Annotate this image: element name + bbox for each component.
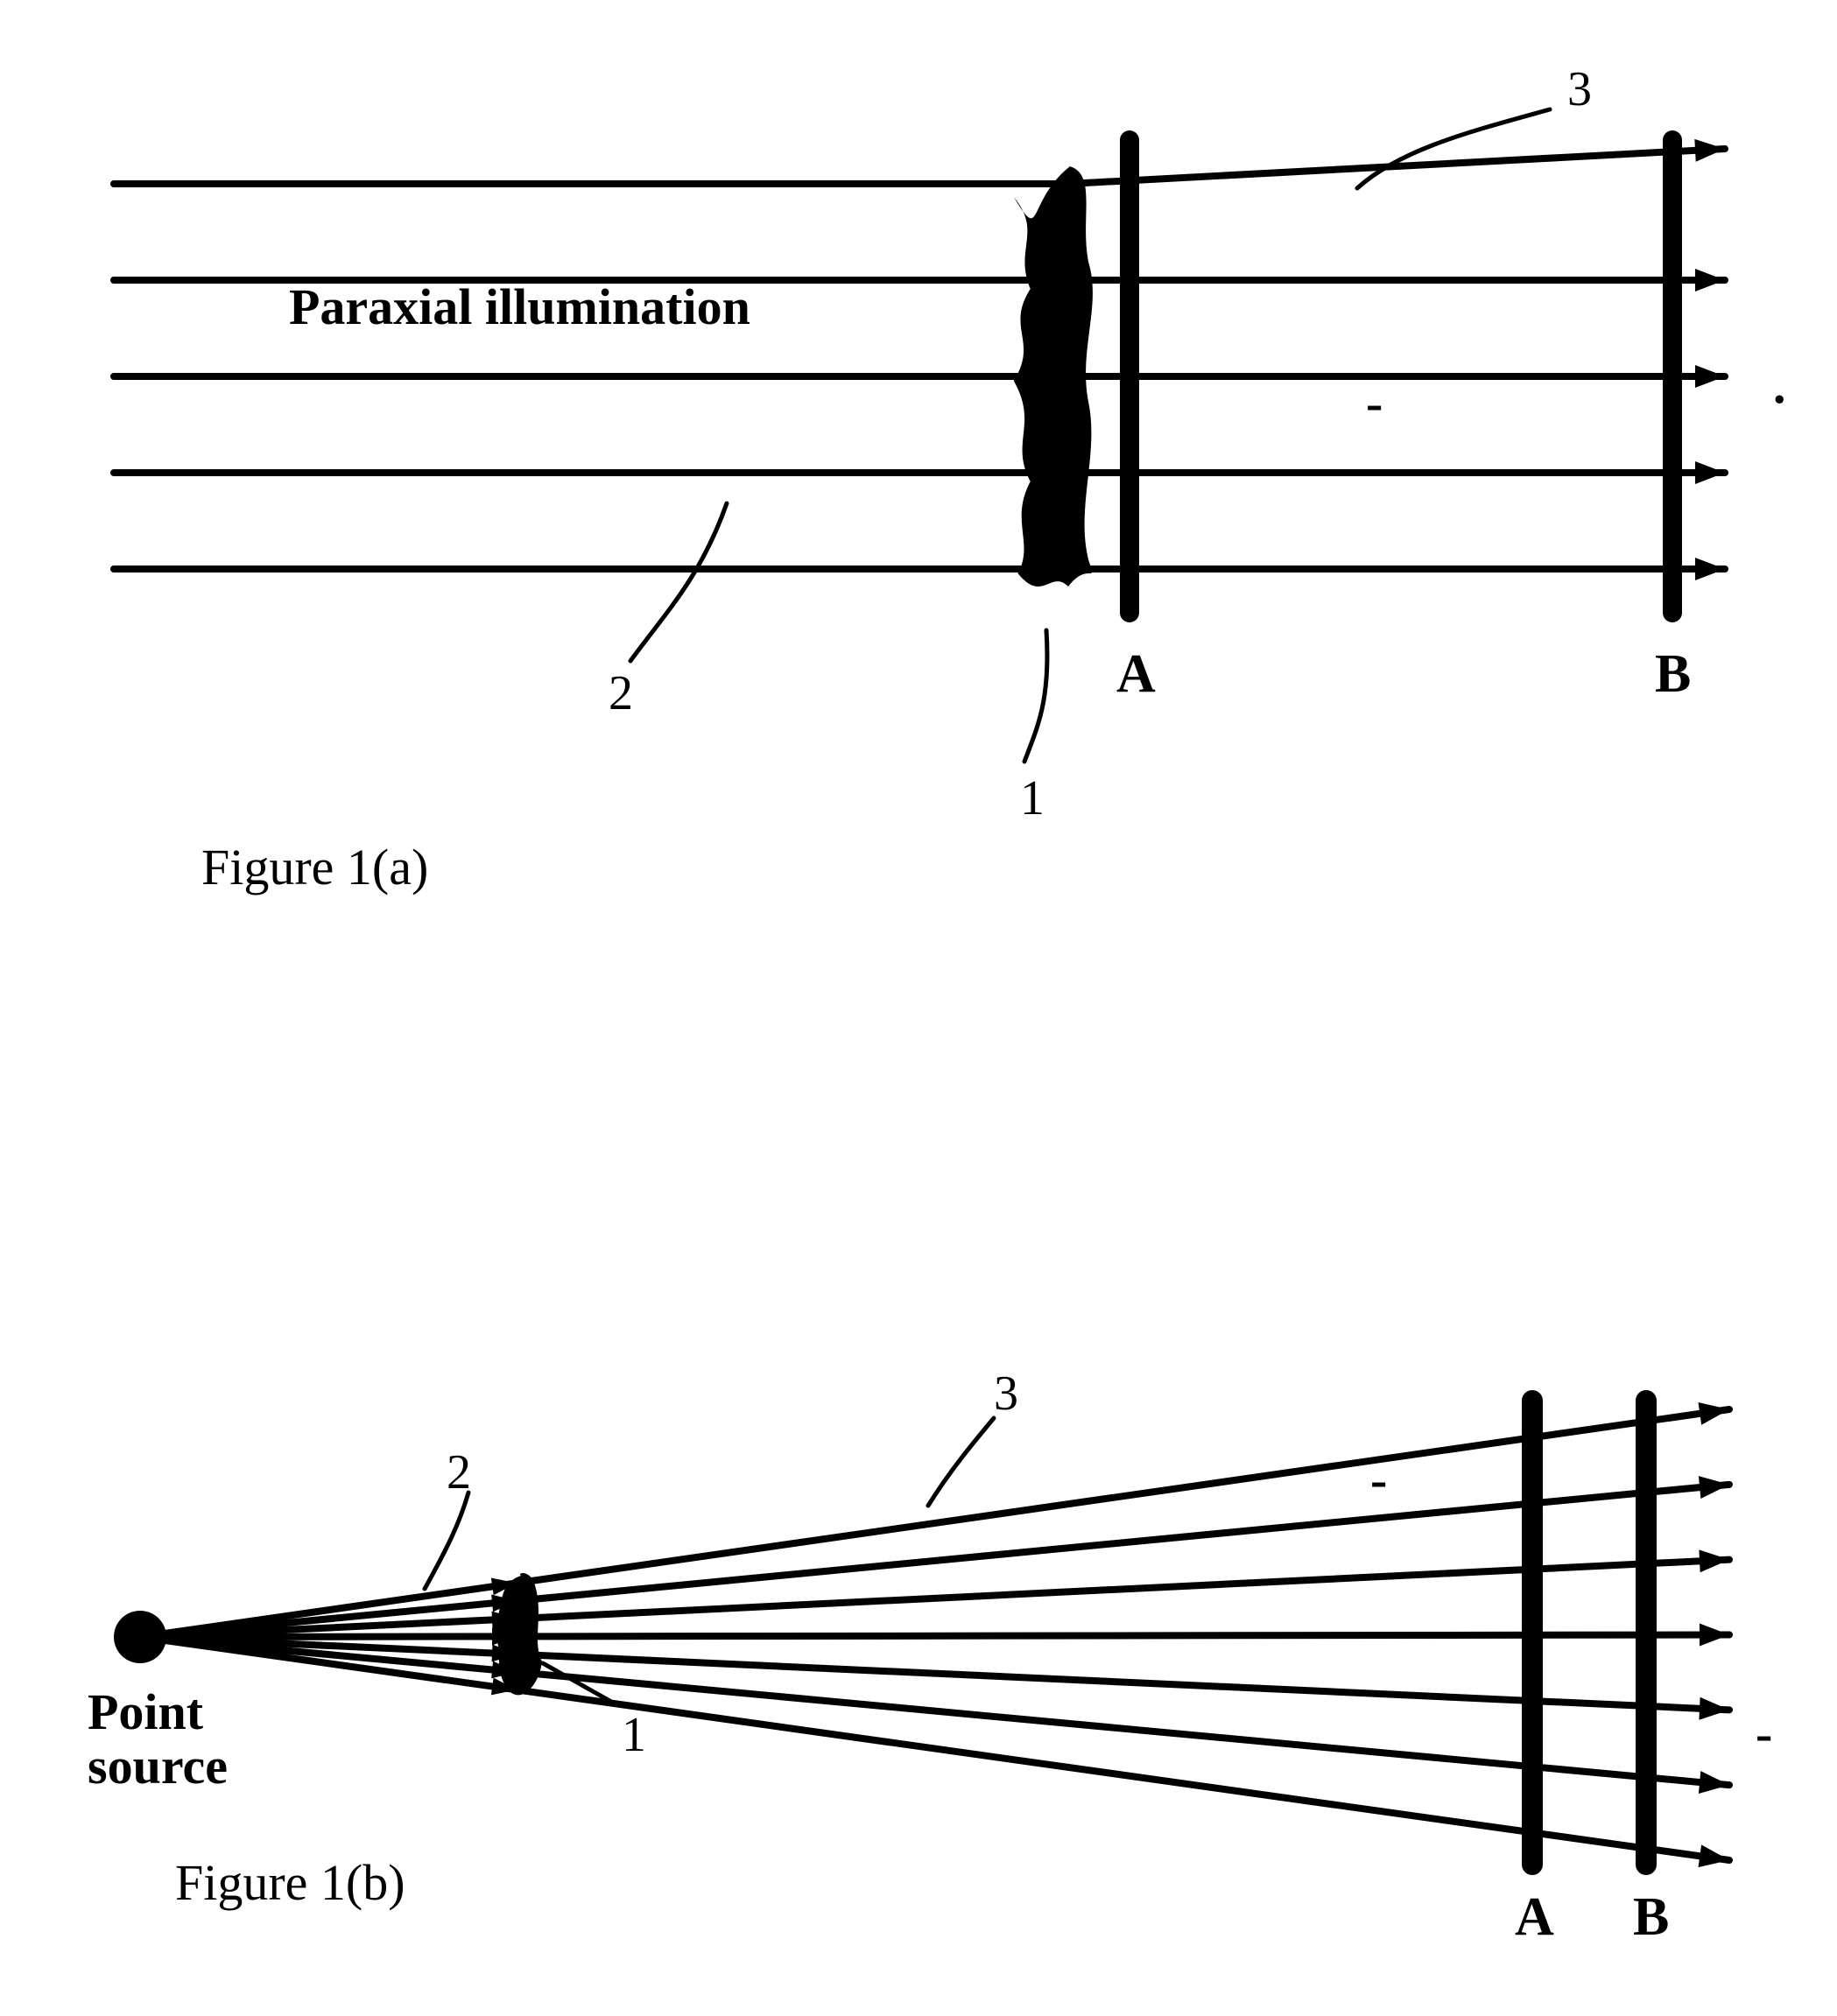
arrowhead-icon xyxy=(1699,1697,1729,1720)
plane-b-label: B xyxy=(1655,644,1691,704)
arrowhead-icon xyxy=(1699,1402,1729,1425)
stray-mark-3: . xyxy=(1773,357,1786,414)
stray-mark-1: - xyxy=(1370,1451,1387,1508)
pointer-2b-label: 2 xyxy=(447,1445,471,1500)
figure-1b-caption: Figure 1(b) xyxy=(175,1854,405,1911)
figure-1a: A B Paraxial illumination 1 2 3 Figure 1(a) xyxy=(114,62,1725,896)
point-source-label: Pointsource xyxy=(88,1683,228,1795)
figure-1a-caption: Figure 1(a) xyxy=(201,839,428,896)
object-blob xyxy=(1014,166,1093,587)
pointer-3a-leader xyxy=(1357,109,1550,188)
pointer-1b-label: 1 xyxy=(622,1708,646,1762)
pointer-2b-leader xyxy=(425,1493,468,1589)
arrowhead-icon xyxy=(1694,139,1725,162)
ray-line xyxy=(140,1485,1729,1637)
pointer-3a-label: 3 xyxy=(1567,62,1592,116)
plane-a-label: A xyxy=(1515,1887,1554,1947)
ray-line xyxy=(1068,149,1725,184)
pointer-1a-label: 1 xyxy=(1020,771,1045,825)
pointer-3b-leader xyxy=(928,1418,994,1506)
arrowhead-icon xyxy=(1695,558,1725,580)
diagram-canvas: A B Paraxial illumination 1 2 3 Figure 1(a) A B P… xyxy=(0,0,1837,2016)
arrowhead-icon xyxy=(1695,269,1725,292)
pointer-2a-label: 2 xyxy=(609,666,633,720)
plane-b-label: B xyxy=(1633,1887,1669,1947)
arrowhead-icon xyxy=(1700,1624,1729,1647)
ray-line xyxy=(140,1637,1729,1785)
figure-1b: A B Pointsource 1 2 3 Figure 1(b) xyxy=(88,1366,1729,1947)
arrowhead-icon xyxy=(1699,1549,1729,1572)
stray-mark-2: - xyxy=(1756,1705,1772,1762)
arrowhead-icon xyxy=(1695,461,1725,484)
stray-mark-0: - xyxy=(1366,375,1383,432)
pointer-3b-label: 3 xyxy=(994,1366,1018,1421)
arrowhead-icon xyxy=(1695,365,1725,388)
ray-line xyxy=(140,1409,1729,1637)
ray-line xyxy=(140,1560,1729,1637)
ray-line xyxy=(140,1635,1729,1638)
pointer-2a-leader xyxy=(630,503,727,661)
pointer-1a-leader xyxy=(1024,630,1047,762)
illumination-label: Paraxial illumination xyxy=(289,278,750,335)
plane-a-label: A xyxy=(1116,644,1156,704)
